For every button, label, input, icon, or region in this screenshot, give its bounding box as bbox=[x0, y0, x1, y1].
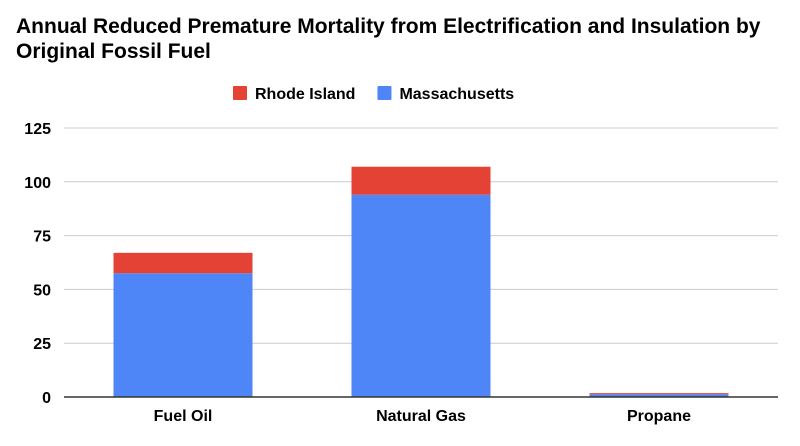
legend-label-massachusetts: Massachusetts bbox=[399, 86, 514, 103]
legend-swatch-massachusetts bbox=[377, 86, 392, 100]
bar-rhode-island-fuel-oil bbox=[113, 252, 253, 274]
y-tick-label: 0 bbox=[42, 390, 51, 407]
bar-rhode-island-natural-gas bbox=[351, 166, 491, 195]
legend-swatch-rhode-island bbox=[233, 86, 247, 100]
y-tick-label: 100 bbox=[24, 175, 51, 192]
legend-label-rhode-island: Rhode Island bbox=[255, 86, 355, 103]
y-tick-label: 125 bbox=[24, 121, 51, 138]
x-tick-label: Natural Gas bbox=[376, 408, 466, 425]
x-axis-ticks: Fuel Oil Natural Gas Propane bbox=[154, 408, 691, 425]
bar-massachusetts-natural-gas bbox=[351, 194, 491, 397]
bar-rhode-island-propane bbox=[589, 393, 729, 395]
bar-massachusetts-propane bbox=[589, 394, 729, 397]
y-tick-label: 75 bbox=[33, 229, 51, 246]
bar-massachusetts-fuel-oil bbox=[113, 273, 253, 397]
legend: Rhode Island Massachusetts bbox=[233, 86, 514, 103]
chart-title: Annual Reduced Premature Mortality from … bbox=[16, 15, 761, 63]
y-tick-label: 25 bbox=[33, 336, 51, 353]
x-tick-label: Propane bbox=[627, 408, 691, 425]
bars bbox=[113, 166, 729, 397]
y-tick-label: 50 bbox=[33, 282, 51, 299]
x-tick-label: Fuel Oil bbox=[154, 408, 213, 425]
y-axis-ticks: 0 25 50 75 100 125 bbox=[24, 121, 51, 407]
